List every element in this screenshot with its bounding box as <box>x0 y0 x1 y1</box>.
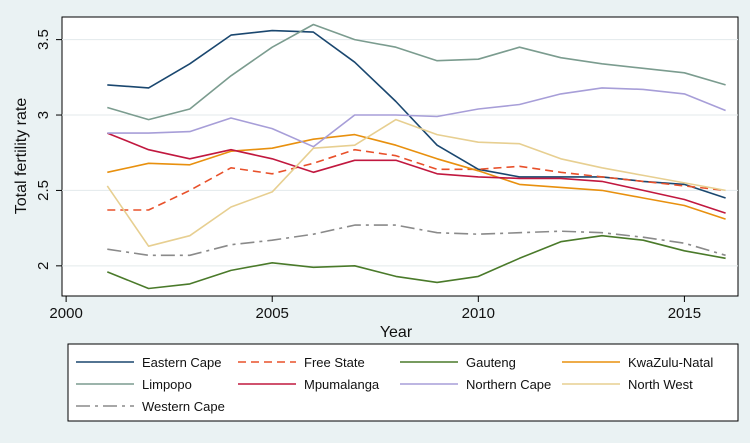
series-line-mpumalanga <box>107 132 726 214</box>
plot-area <box>61 16 739 297</box>
y-tick-label: 2 <box>35 262 52 270</box>
legend-label-eastern-cape: Eastern Cape <box>142 355 222 370</box>
series-line-gauteng <box>107 234 726 290</box>
x-axis-title: Year <box>380 324 413 341</box>
legend-label-western-cape: Western Cape <box>142 399 225 414</box>
legend-label-limpopo: Limpopo <box>142 377 192 392</box>
legend-label-north-west: North West <box>628 377 693 392</box>
series-line-kwazulu-natal <box>107 133 726 220</box>
series-line-western-cape <box>107 224 726 257</box>
y-tick-label: 3.5 <box>35 29 52 50</box>
legend-box <box>67 343 739 422</box>
x-tick-label: 2010 <box>462 305 495 322</box>
axes: 2 2.5 3 3.5 2000 2005 2010 2015 <box>35 29 701 322</box>
series-line-limpopo <box>107 23 726 121</box>
legend: Eastern Cape Free State Gauteng KwaZulu-Nat… <box>76 355 713 414</box>
legend-label-gauteng: Gauteng <box>466 355 516 370</box>
x-tick-label: 2000 <box>49 305 82 322</box>
legend-label-mpumalanga: Mpumalanga <box>304 377 380 392</box>
y-tick-label: 3 <box>35 111 52 119</box>
y-axis-title: Total fertility rate <box>13 98 30 215</box>
y-tick-label: 2.5 <box>35 180 52 201</box>
series-lines <box>106 23 726 290</box>
series-line-eastern-cape <box>107 29 726 199</box>
series-line-free-state <box>107 148 726 211</box>
legend-label-kwazulu-natal: KwaZulu-Natal <box>628 355 713 370</box>
x-tick-label: 2005 <box>256 305 289 322</box>
x-tick-label: 2015 <box>668 305 701 322</box>
series-line-northern-cape <box>107 87 726 148</box>
legend-label-free-state: Free State <box>304 355 365 370</box>
legend-label-northern-cape: Northern Cape <box>466 377 551 392</box>
series-line-north-west <box>106 118 726 247</box>
